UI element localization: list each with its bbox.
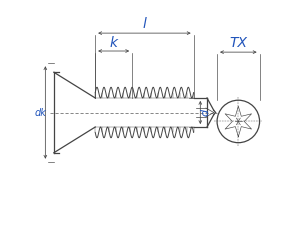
Text: l: l <box>142 17 146 31</box>
Text: TX: TX <box>229 36 247 50</box>
Text: dk: dk <box>34 108 46 117</box>
Text: k: k <box>110 36 118 50</box>
Text: d: d <box>200 109 210 116</box>
